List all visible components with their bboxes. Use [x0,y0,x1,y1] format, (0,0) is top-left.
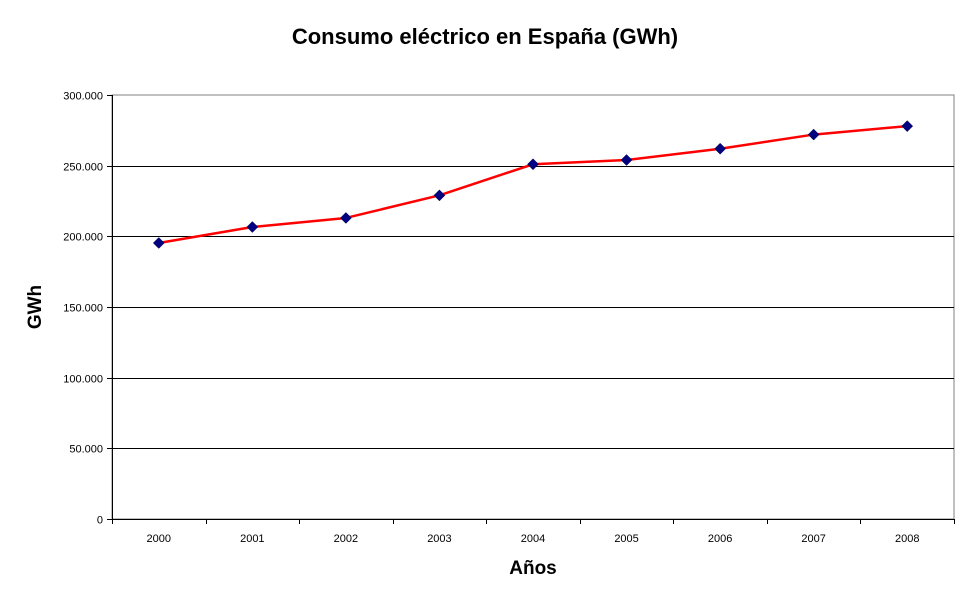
y-tick-label: 300.000 [63,91,103,103]
y-tick-label: 0 [97,515,103,527]
data-point-marker [807,128,820,141]
data-point-marker [527,158,539,171]
y-tick-label: 50.000 [69,444,103,456]
x-tick-label: 2004 [521,533,545,545]
x-tick-label: 2002 [334,533,358,545]
x-tick-label: 2008 [895,533,919,545]
y-tick-label: 100.000 [63,374,103,386]
x-tick-label: 2000 [147,533,171,545]
x-axis-label: Años [509,558,557,579]
data-point-marker [340,212,352,224]
data-point-marker [901,120,914,132]
data-point-marker [433,189,446,202]
y-tick-label: 150.000 [63,303,103,315]
x-tick-label: 2003 [427,533,451,545]
x-tick-label: 2007 [801,533,825,545]
data-point-marker [620,154,633,166]
data-point-marker [152,237,165,249]
x-tick-label: 2005 [614,533,638,545]
data-point-marker [246,221,259,233]
y-tick-label: 250.000 [63,162,103,174]
x-tick-label: 2006 [708,533,732,545]
chart-title: Consumo eléctrico en España (GWh) [291,24,679,49]
y-tick-label: 200.000 [63,232,103,244]
x-tick-label: 2001 [240,533,264,545]
data-point-marker [714,142,726,155]
